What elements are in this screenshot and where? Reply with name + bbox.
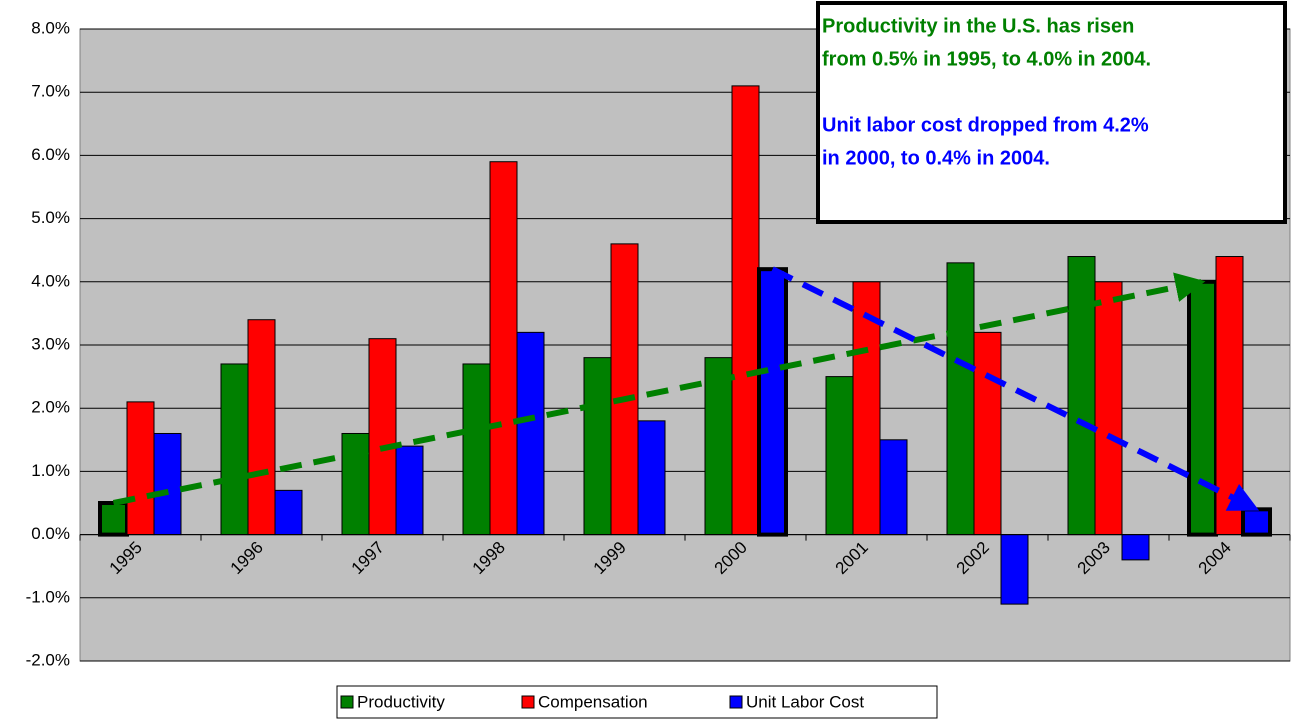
bar — [583, 357, 612, 536]
y-tick-label: 6.0% — [31, 145, 70, 164]
bar — [368, 338, 397, 536]
bar — [153, 432, 182, 536]
legend-label: Compensation — [538, 692, 648, 711]
annotation-text: Productivity in the U.S. has risen — [822, 15, 1134, 37]
legend-label: Unit Labor Cost — [746, 692, 864, 711]
bar — [489, 161, 518, 536]
bar — [946, 262, 975, 536]
y-tick-label: -1.0% — [26, 587, 70, 606]
bar — [1067, 256, 1096, 536]
legend-swatch — [340, 695, 354, 709]
y-tick-label: 3.0% — [31, 334, 70, 353]
trend-arrow — [112, 272, 1206, 506]
bar — [879, 439, 908, 536]
bar — [462, 363, 491, 536]
bar — [1000, 534, 1029, 605]
bar — [1215, 256, 1244, 536]
legend-swatch — [521, 695, 535, 709]
bar — [757, 267, 788, 537]
bar — [852, 281, 881, 536]
annotation-text: in 2000, to 0.4% in 2004. — [822, 147, 1050, 169]
y-tick-label: 2.0% — [31, 398, 70, 417]
legend-swatch — [729, 695, 743, 709]
y-tick-label: 4.0% — [31, 271, 70, 290]
trend-arrow — [771, 266, 1260, 513]
bar — [704, 357, 733, 536]
bar — [126, 401, 155, 536]
bar — [610, 243, 639, 536]
bar — [731, 85, 760, 536]
bar — [395, 445, 424, 536]
legend-label: Productivity — [357, 692, 445, 711]
bar — [220, 363, 249, 536]
bar — [1094, 281, 1123, 536]
annotation-text: Unit labor cost dropped from 4.2% — [822, 114, 1149, 136]
y-tick-label: 7.0% — [31, 82, 70, 101]
bar — [1187, 279, 1218, 537]
bar — [1241, 507, 1272, 537]
legend — [336, 685, 938, 719]
bar — [341, 432, 370, 536]
y-tick-label: 5.0% — [31, 208, 70, 227]
bar — [637, 420, 666, 536]
bar — [274, 489, 303, 536]
y-tick-label: 1.0% — [31, 461, 70, 480]
bar — [98, 501, 129, 537]
bar — [516, 331, 545, 536]
bar — [247, 319, 276, 536]
bar — [1121, 534, 1150, 561]
y-tick-label: 8.0% — [31, 18, 70, 37]
bar — [973, 331, 1002, 536]
annotation-text: from 0.5% in 1995, to 4.0% in 2004. — [822, 48, 1151, 70]
bar — [825, 376, 854, 536]
y-tick-label: -2.0% — [26, 650, 70, 669]
annotation-box — [816, 1, 1287, 224]
y-tick-label: 0.0% — [31, 524, 70, 543]
